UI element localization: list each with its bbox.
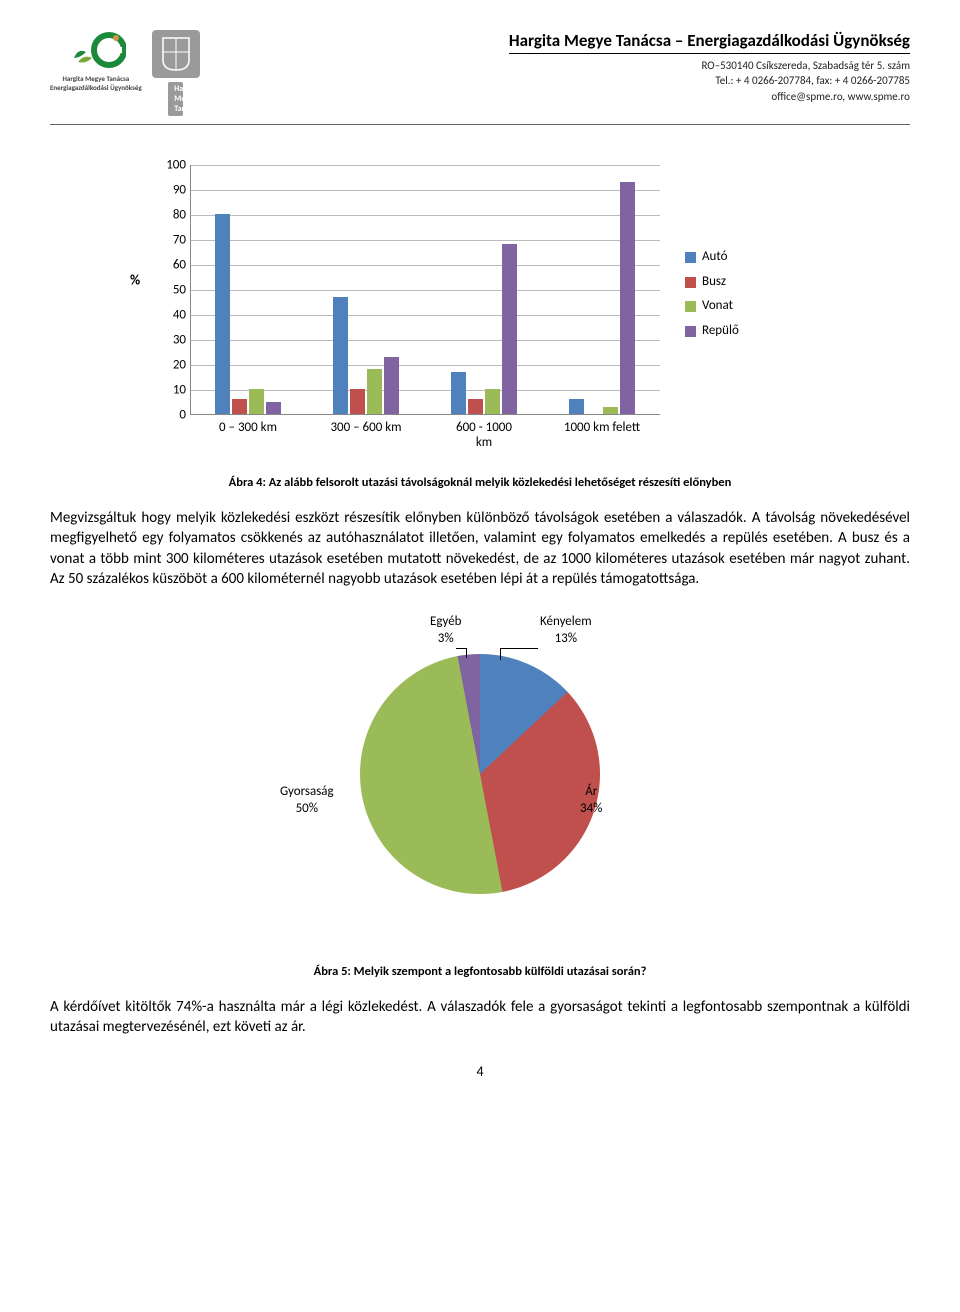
- paragraph-2: A kérdőívet kitöltők 74%-a használta már…: [50, 997, 910, 1038]
- y-tick: 60: [152, 258, 186, 273]
- leaf-e-icon: [66, 30, 126, 74]
- bar-group: [569, 182, 635, 415]
- pie-chart: Kényelem13% Ár34% Gyorsaság50% Egyéb3%: [270, 614, 690, 914]
- addr-line-2: Tel.: + 4 0266-207784, fax: + 4 0266-207…: [509, 73, 910, 88]
- bar-chart: % AutóBuszVonatRepülő 0 10 20 30 40 50 60 70 80 9…: [130, 155, 830, 455]
- leader-line: [500, 648, 501, 660]
- y-tick: 20: [152, 358, 186, 373]
- y-tick: 100: [152, 158, 186, 173]
- figure-4-caption: Ábra 4: Az alább felsorolt utazási távol…: [50, 475, 910, 490]
- y-tick: 70: [152, 233, 186, 248]
- bar-group: [215, 214, 281, 414]
- agency-logo-line2: Energiagazdálkodási Ügynökség: [50, 83, 142, 92]
- y-tick: 50: [152, 283, 186, 298]
- bar-legend: AutóBuszVonatRepülő: [685, 245, 739, 344]
- bar: [232, 399, 247, 414]
- y-tick: 80: [152, 208, 186, 223]
- header-right: Hargita Megye Tanácsa – Energiagazdálkod…: [509, 30, 910, 104]
- bar: [451, 372, 466, 415]
- y-tick: 10: [152, 383, 186, 398]
- bar: [266, 402, 281, 415]
- bar: [367, 369, 382, 414]
- legend-label: Vonat: [702, 294, 733, 319]
- paragraph-1: Megvizsgáltuk hogy melyik közlekedési es…: [50, 508, 910, 589]
- page-number: 4: [50, 1063, 910, 1080]
- legend-item: Vonat: [685, 294, 739, 319]
- bar: [384, 357, 399, 415]
- legend-label: Busz: [702, 270, 726, 295]
- y-tick: 40: [152, 308, 186, 323]
- pie-label: Gyorsaság50%: [280, 784, 334, 818]
- bar-plot: [190, 165, 660, 415]
- county-logo-label: Hargita Megye Tanácsa: [168, 82, 183, 116]
- figure-5-caption: Ábra 5: Melyik szempont a legfontosabb k…: [50, 964, 910, 979]
- bar: [502, 244, 517, 414]
- y-tick: 30: [152, 333, 186, 348]
- y-axis-label: %: [130, 272, 140, 289]
- legend-item: Busz: [685, 270, 739, 295]
- bar: [215, 214, 230, 414]
- grid-line: [191, 165, 660, 166]
- legend-item: Autó: [685, 245, 739, 270]
- legend-swatch: [685, 326, 696, 337]
- bar: [603, 407, 618, 415]
- pie-label: Kényelem13%: [540, 614, 592, 648]
- legend-label: Autó: [702, 245, 727, 270]
- legend-swatch: [685, 277, 696, 288]
- bar: [333, 297, 348, 415]
- bar: [249, 389, 264, 414]
- bar: [620, 182, 635, 415]
- leader-line: [466, 648, 467, 658]
- x-tick: 0 – 300 km: [193, 420, 303, 435]
- x-tick: 1000 km felett: [547, 420, 657, 435]
- bar: [350, 389, 365, 414]
- legend-item: Repülő: [685, 319, 739, 344]
- x-tick: 300 – 600 km: [311, 420, 421, 435]
- addr-line-1: RO–530140 Csíkszereda, Szabadság tér 5. …: [509, 58, 910, 73]
- pie-circle: [360, 654, 600, 894]
- bar: [569, 399, 584, 414]
- pie-label: Egyéb3%: [430, 614, 462, 648]
- leader-line: [500, 648, 538, 649]
- bar-group: [451, 244, 517, 414]
- agency-logo: Hargita Megye Tanácsa Energiagazdálkodás…: [50, 30, 142, 92]
- bar: [485, 389, 500, 414]
- y-tick: 0: [152, 408, 186, 423]
- org-title: Hargita Megye Tanácsa – Energiagazdálkod…: [509, 30, 910, 54]
- legend-swatch: [685, 252, 696, 263]
- pie-label: Ár34%: [580, 784, 602, 818]
- legend-label: Repülő: [702, 319, 739, 344]
- county-logo: Hargita Megye Tanácsa: [152, 30, 200, 116]
- bar: [468, 399, 483, 414]
- x-tick: 600 - 1000 km: [429, 420, 539, 450]
- shield-icon: [161, 36, 191, 72]
- addr-line-3: office@spme.ro, www.spme.ro: [509, 89, 910, 104]
- page-header: Hargita Megye Tanácsa Energiagazdálkodás…: [50, 30, 910, 125]
- legend-swatch: [685, 301, 696, 312]
- y-tick: 90: [152, 183, 186, 198]
- bar-group: [333, 297, 399, 415]
- agency-logo-line1: Hargita Megye Tanácsa: [62, 74, 129, 83]
- leader-line: [456, 648, 466, 649]
